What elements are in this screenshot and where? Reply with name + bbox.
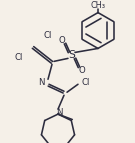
Text: O: O (79, 66, 85, 75)
Text: N: N (38, 78, 45, 87)
Text: N: N (56, 108, 62, 117)
Text: Cl: Cl (82, 78, 90, 87)
Text: Cl: Cl (43, 31, 51, 40)
Text: Cl: Cl (15, 53, 23, 62)
Text: CH₃: CH₃ (90, 1, 105, 10)
Text: O: O (59, 36, 65, 45)
Text: S: S (69, 50, 75, 60)
